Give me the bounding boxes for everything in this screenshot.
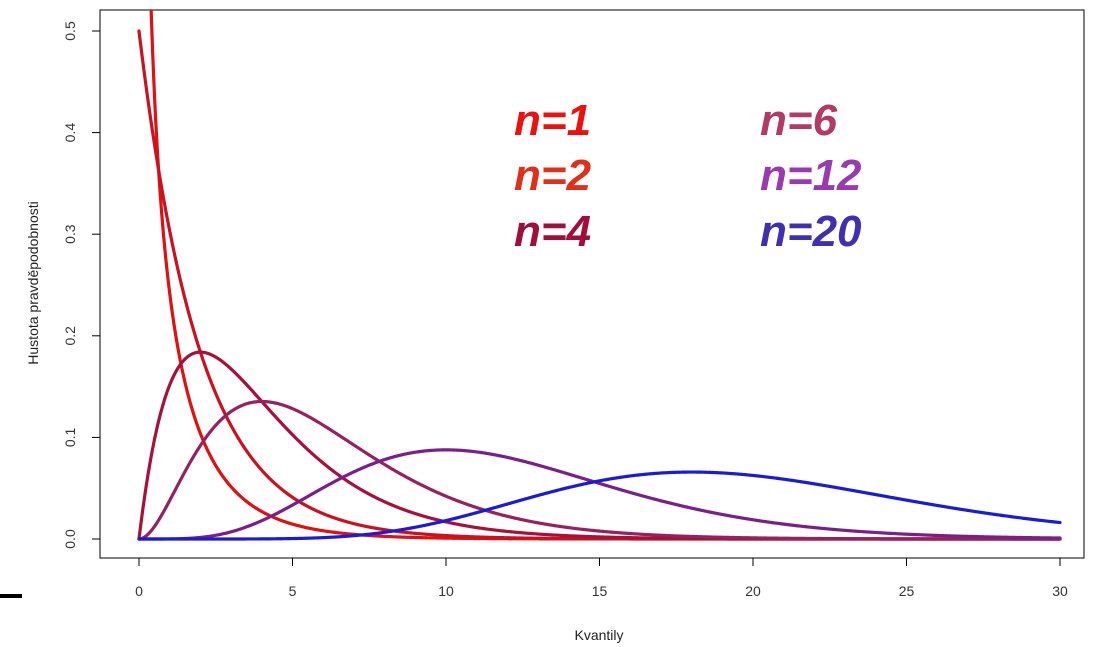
series-line-n-20: [137, 470, 1062, 541]
series-line-n-4: [137, 350, 1062, 541]
series-line-n-1: [149, 10, 1062, 541]
x-tick-label: 0: [135, 583, 143, 599]
plot-border: [99, 9, 1085, 559]
series-line-n-12: [137, 448, 1062, 541]
y-tick-label: 0.0: [62, 529, 78, 549]
legend-label-n-2: n=2: [514, 151, 592, 200]
plot-frame: [99, 9, 1085, 559]
legend-label-n-1: n=1: [514, 96, 591, 145]
series-line-n-2: [137, 29, 1062, 541]
x-axis-title: Kvantily: [574, 627, 623, 643]
x-axis: 0 5 10 15 20 25 30: [135, 557, 1068, 599]
x-tick-label: 30: [1052, 583, 1068, 599]
y-axis-title: Hustota pravděpodobnosti: [25, 201, 41, 364]
y-tick-label: 0.4: [62, 123, 78, 143]
y-tick-label: 0.5: [62, 21, 78, 41]
x-tick-label: 15: [592, 583, 608, 599]
x-tick-label: 10: [438, 583, 454, 599]
series-layer: [137, 10, 1062, 541]
y-axis: 0.0 0.1 0.2 0.3 0.4 0.5: [62, 21, 101, 549]
series-line-n-6: [137, 399, 1062, 541]
legend-label-n-12: n=12: [760, 151, 862, 200]
x-tick-label: 20: [745, 583, 761, 599]
legend-label-n-4: n=4: [514, 207, 591, 256]
legend: n=1 n=2 n=4 n=6 n=12 n=20: [514, 96, 862, 256]
y-tick-label: 0.3: [62, 224, 78, 244]
y-tick-label: 0.1: [62, 427, 78, 447]
x-tick-label: 25: [899, 583, 915, 599]
x-tick-label: 5: [289, 583, 297, 599]
legend-label-n-6: n=6: [760, 96, 838, 145]
left-edge-mark: [0, 594, 22, 598]
y-tick-label: 0.2: [62, 326, 78, 346]
legend-label-n-20: n=20: [760, 207, 862, 256]
